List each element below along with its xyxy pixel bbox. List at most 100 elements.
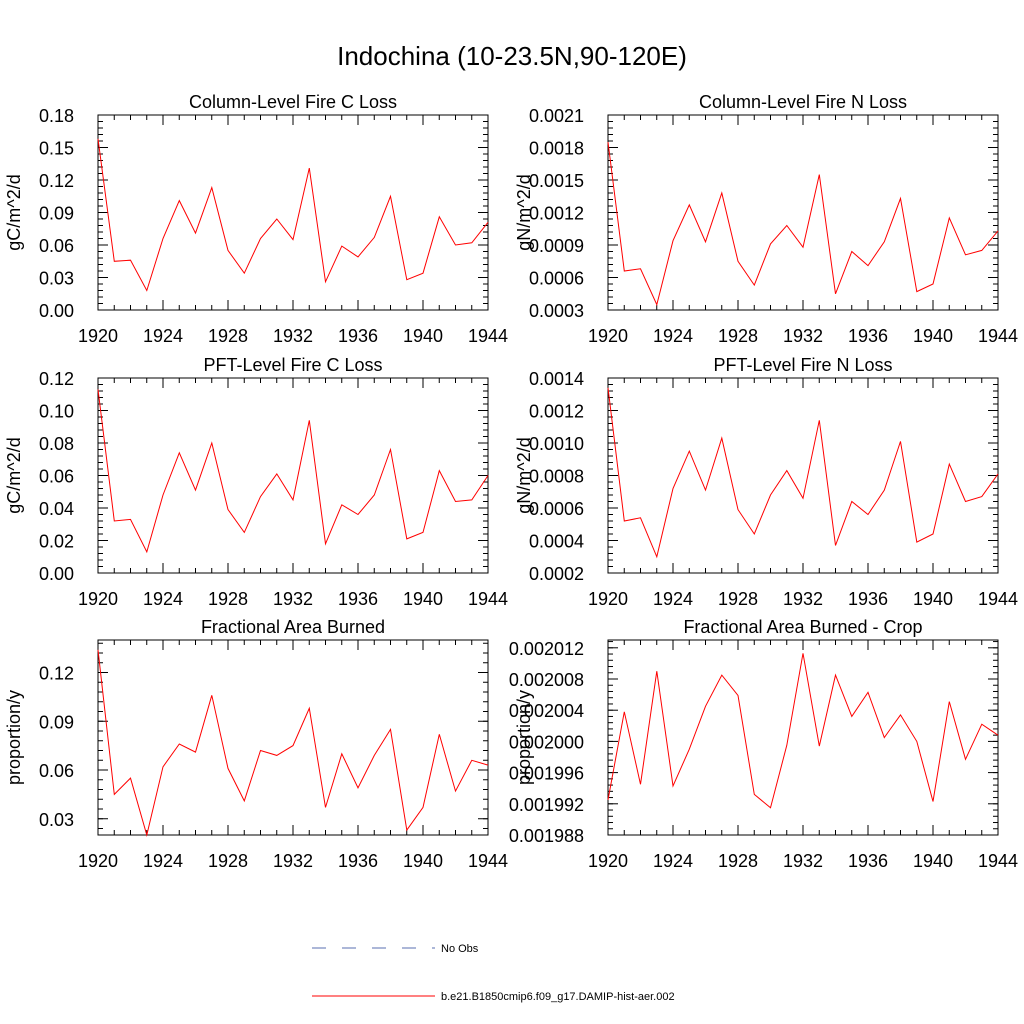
x-tick-label: 1932 — [273, 851, 313, 871]
y-tick-label: 0.10 — [39, 402, 74, 422]
y-tick-label: 0.12 — [39, 369, 74, 389]
series-line — [607, 653, 999, 809]
y-tick-label: 0.0010 — [529, 434, 584, 454]
x-tick-label: 1924 — [143, 851, 183, 871]
y-tick-label: 0.001988 — [509, 826, 584, 846]
y-tick-label: 0.0012 — [529, 402, 584, 422]
y-tick-label: 0.00 — [39, 301, 74, 321]
y-axis-label: proportion/y — [514, 690, 534, 785]
x-tick-label: 1928 — [208, 326, 248, 346]
panel-title: Column-Level Fire C Loss — [189, 92, 397, 112]
chart-panel-6: Fractional Area Burned - Crop proportion/… — [509, 617, 1018, 871]
series-line — [97, 138, 489, 292]
plot-frame — [97, 377, 489, 574]
x-tick-label: 1936 — [338, 851, 378, 871]
y-tick-label: 0.0008 — [529, 467, 584, 487]
y-tick-label: 0.0003 — [529, 301, 584, 321]
plot-frame — [607, 377, 999, 574]
y-tick-label: 0.09 — [39, 204, 74, 224]
y-tick-label: 0.09 — [39, 712, 74, 732]
legend: No Obs b.e21.B1850cmip6.f09_g17.DAMIP-hi… — [312, 943, 675, 1003]
chart-panel-1: Column-Level Fire C Loss gC/m^2/d 1920 1924… — [4, 92, 508, 346]
y-tick-label: 0.0018 — [529, 139, 584, 159]
series-line — [97, 389, 489, 554]
plot-frame — [97, 639, 489, 836]
panel-title: PFT-Level Fire C Loss — [203, 355, 382, 375]
y-axis-label: gN/m^2/d — [514, 174, 534, 250]
x-tick-label: 1940 — [403, 326, 443, 346]
panel-title: Column-Level Fire N Loss — [699, 92, 907, 112]
y-tick-label: 0.06 — [39, 236, 74, 256]
x-tick-label: 1936 — [848, 326, 888, 346]
y-tick-label: 0.0021 — [529, 106, 584, 126]
y-tick-label: 0.0012 — [529, 204, 584, 224]
x-tick-label: 1944 — [978, 851, 1018, 871]
chart-panel-4: PFT-Level Fire N Loss gN/m^2/d 1920 1924 192… — [514, 355, 1018, 609]
x-tick-label: 1932 — [273, 326, 313, 346]
x-tick-label: 1928 — [718, 851, 758, 871]
y-tick-label: 0.0015 — [529, 171, 584, 191]
x-tick-label: 1924 — [143, 326, 183, 346]
series-line — [97, 649, 489, 837]
x-tick-label: 1928 — [718, 326, 758, 346]
x-tick-label: 1940 — [913, 851, 953, 871]
y-axis-label: proportion/y — [4, 690, 24, 785]
y-tick-label: 0.0002 — [529, 564, 584, 584]
y-tick-label: 0.06 — [39, 467, 74, 487]
y-tick-label: 0.001992 — [509, 795, 584, 815]
x-tick-label: 1932 — [273, 589, 313, 609]
figure-title: Indochina (10-23.5N,90-120E) — [337, 41, 687, 71]
y-tick-label: 0.0009 — [529, 236, 584, 256]
y-tick-label: 0.02 — [39, 532, 74, 552]
y-tick-label: 0.03 — [39, 810, 74, 830]
x-tick-label: 1940 — [913, 589, 953, 609]
series-line — [607, 142, 999, 307]
plot-frame — [607, 114, 999, 311]
y-tick-label: 0.00 — [39, 564, 74, 584]
y-tick-label: 0.03 — [39, 269, 74, 289]
x-tick-label: 1932 — [783, 851, 823, 871]
chart-panel-2: Column-Level Fire N Loss gN/m^2/d 1920 1924… — [514, 92, 1018, 346]
x-tick-label: 1936 — [848, 851, 888, 871]
chart-panels: Column-Level Fire C Loss gC/m^2/d 1920 1924… — [4, 92, 1018, 871]
x-tick-label: 1928 — [718, 589, 758, 609]
y-tick-label: 0.0006 — [529, 499, 584, 519]
x-tick-label: 1940 — [403, 589, 443, 609]
x-tick-label: 1936 — [848, 589, 888, 609]
y-tick-label: 0.08 — [39, 434, 74, 454]
x-tick-label: 1944 — [468, 589, 508, 609]
y-tick-label: 0.001996 — [509, 764, 584, 784]
legend-model-label: b.e21.B1850cmip6.f09_g17.DAMIP-hist-aer.… — [441, 991, 675, 1003]
y-tick-label: 0.002004 — [509, 701, 584, 721]
y-tick-label: 0.002008 — [509, 670, 584, 690]
x-tick-label: 1932 — [783, 326, 823, 346]
x-tick-label: 1920 — [588, 589, 628, 609]
y-tick-label: 0.12 — [39, 171, 74, 191]
x-tick-label: 1924 — [653, 326, 693, 346]
y-tick-label: 0.002012 — [509, 639, 584, 659]
x-tick-label: 1936 — [338, 326, 378, 346]
y-axis-label: gN/m^2/d — [514, 437, 534, 513]
x-tick-label: 1932 — [783, 589, 823, 609]
x-tick-label: 1940 — [403, 851, 443, 871]
x-tick-label: 1944 — [468, 326, 508, 346]
chart-panel-5: Fractional Area Burned proportion/y 1920 19… — [4, 617, 508, 871]
x-tick-label: 1944 — [468, 851, 508, 871]
y-tick-label: 0.0006 — [529, 269, 584, 289]
y-axis-label: gC/m^2/d — [4, 437, 24, 513]
x-tick-label: 1944 — [978, 589, 1018, 609]
x-tick-label: 1924 — [143, 589, 183, 609]
y-axis-label: gC/m^2/d — [4, 174, 24, 250]
x-tick-label: 1940 — [913, 326, 953, 346]
legend-obs-label: No Obs — [441, 943, 479, 955]
x-tick-label: 1920 — [78, 589, 118, 609]
y-tick-label: 0.0014 — [529, 369, 584, 389]
y-tick-label: 0.18 — [39, 106, 74, 126]
y-tick-label: 0.15 — [39, 139, 74, 159]
x-tick-label: 1944 — [978, 326, 1018, 346]
panel-title: Fractional Area Burned — [201, 617, 385, 637]
x-tick-label: 1920 — [78, 326, 118, 346]
y-tick-label: 0.06 — [39, 761, 74, 781]
x-tick-label: 1928 — [208, 851, 248, 871]
